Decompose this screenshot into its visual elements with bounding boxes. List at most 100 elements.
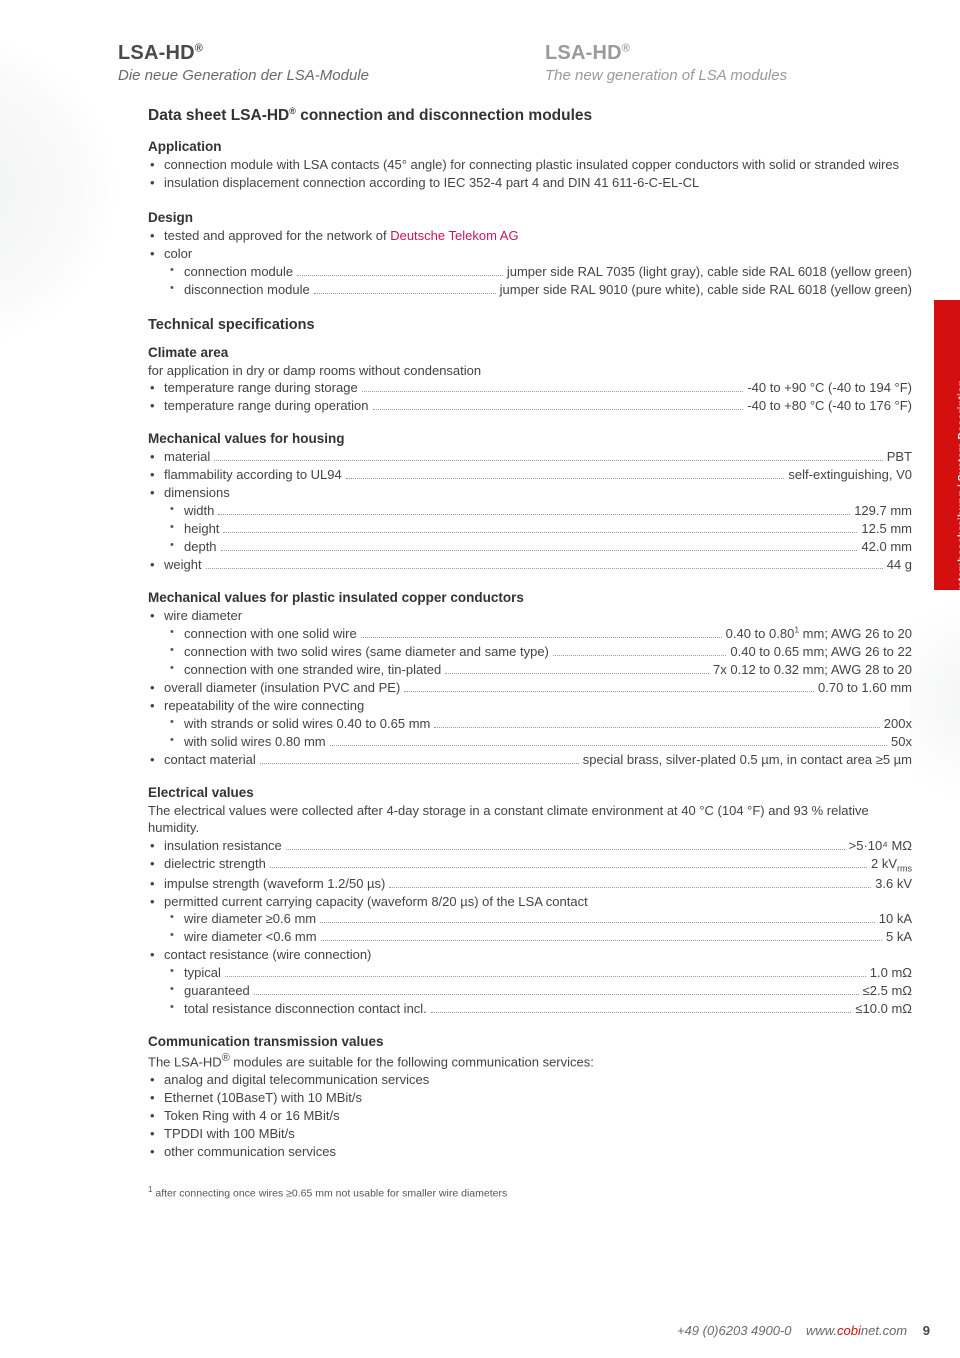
spec-value: 129.7 mm [854, 502, 912, 520]
spec-value: ≤10.0 mΩ [855, 1000, 912, 1018]
overall-label: overall diameter (insulation PVC and PE) [164, 679, 400, 697]
spec-value: 12.5 mm [861, 520, 912, 538]
mech-cond-heading: Mechanical values for plastic insulated … [148, 590, 912, 605]
pcc-row: wire diameter ≥0.6 mm 10 kA [170, 910, 912, 928]
spec-label: temperature range during storage [164, 379, 358, 397]
spec-value: 0.40 to 0.801 mm; AWG 26 to 20 [726, 625, 912, 643]
dielectric-value: 2 kVrms [871, 855, 912, 875]
application-list: connection module with LSA contacts (45°… [148, 156, 912, 192]
design-heading: Design [148, 210, 912, 225]
comm-item: analog and digital telecommunication ser… [148, 1071, 912, 1089]
overall-value: 0.70 to 1.60 mm [818, 679, 912, 697]
spec-value: 50x [891, 733, 912, 751]
comm-item: other communication services [148, 1143, 912, 1161]
tech-spec-heading: Technical specifications [148, 317, 912, 333]
design-color-row: connection modulejumper side RAL 7035 (l… [170, 263, 912, 281]
header-de: LSA-HD® Die neue Generation der LSA-Modu… [118, 42, 485, 84]
climate-intro: for application in dry or damp rooms wit… [148, 362, 912, 380]
design-color-row: disconnection modulejumper side RAL 9010… [170, 281, 912, 299]
weight-value: 44 g [887, 556, 912, 574]
spec-label: wire diameter <0.6 mm [184, 928, 317, 946]
repeatability-label: repeatability of the wire connecting [148, 697, 912, 715]
contact-label: contact material [164, 751, 256, 769]
spec-label: insulation resistance [164, 837, 282, 855]
spec-value: 200x [884, 715, 912, 733]
dielectric-label: dielectric strength [164, 855, 266, 873]
weight-row: weight 44 g [148, 556, 912, 574]
cr-row: typical 1.0 mΩ [170, 964, 912, 982]
comm-heading: Communication transmission values [148, 1034, 912, 1049]
footer-url[interactable]: www.cobinet.com [806, 1323, 907, 1338]
wire-diameter-label: wire diameter [148, 607, 912, 625]
contact-value: special brass, silver-plated 0.5 µm, in … [583, 751, 912, 769]
spec-label: material [164, 448, 210, 466]
comm-item: Token Ring with 4 or 16 MBit/s [148, 1107, 912, 1125]
climate-row: temperature range during storage -40 to +… [148, 379, 912, 397]
spec-value: 42.0 mm [861, 538, 912, 556]
spec-label: typical [184, 964, 221, 982]
mech-housing-heading: Mechanical values for housing [148, 431, 912, 446]
electrical-intro: The electrical values were collected aft… [148, 802, 912, 837]
wire-row: connection with two solid wires (same di… [170, 643, 912, 661]
repeat-row: with solid wires 0.80 mm 50x [170, 733, 912, 751]
dimension-row: depth42.0 mm [170, 538, 912, 556]
spec-value: PBT [887, 448, 912, 466]
pcc-row: wire diameter <0.6 mm 5 kA [170, 928, 912, 946]
spec-value: >5·10⁴ MΩ [849, 837, 912, 855]
spec-value: self-extinguishing, V0 [788, 466, 912, 484]
cr-row: guaranteed ≤2.5 mΩ [170, 982, 912, 1000]
spec-label: temperature range during operation [164, 397, 369, 415]
climate-row: temperature range during operation-40 to… [148, 397, 912, 415]
spec-label: width [184, 502, 214, 520]
cr-row: total resistance disconnection contact i… [170, 1000, 912, 1018]
telekom-link[interactable]: Deutsche Telekom AG [390, 228, 518, 243]
application-item: connection module with LSA contacts (45°… [148, 156, 912, 174]
mech-housing-row: material PBT [148, 448, 912, 466]
impulse-label: impulse strength (waveform 1.2/50 µs) [164, 875, 385, 893]
comm-item: Ethernet (10BaseT) with 10 MBit/s [148, 1089, 912, 1107]
main-title-post: connection and disconnection modules [296, 107, 592, 124]
page-footer: +49 (0)6203 4900-0 www.cobinet.com 9 [677, 1323, 930, 1338]
spec-label: with strands or solid wires 0.40 to 0.65… [184, 715, 430, 733]
comm-intro: The LSA-HD® modules are suitable for the… [148, 1051, 912, 1071]
dimension-row: height 12.5 mm [170, 520, 912, 538]
page-number: 9 [923, 1323, 930, 1338]
weight-label: weight [164, 556, 202, 574]
spec-value: jumper side RAL 7035 (light gray), cable… [507, 263, 912, 281]
design-list: tested and approved for the network of D… [148, 227, 912, 263]
title-en: LSA-HD [545, 42, 622, 64]
impulse-row: impulse strength (waveform 1.2/50 µs) 3.… [148, 875, 912, 893]
spec-label: total resistance disconnection contact i… [184, 1000, 427, 1018]
footer-phone: +49 (0)6203 4900-0 [677, 1323, 792, 1338]
main-title-reg: ® [289, 106, 296, 116]
page-content: LSA-HD® Die neue Generation der LSA-Modu… [0, 0, 960, 1199]
wire-row: connection with one stranded wire, tin-p… [170, 661, 912, 679]
application-item: insulation displacement connection accor… [148, 174, 912, 192]
climate-heading: Climate area [148, 345, 912, 360]
application-heading: Application [148, 139, 912, 154]
header: LSA-HD® Die neue Generation der LSA-Modu… [118, 42, 912, 84]
spec-label: height [184, 520, 219, 538]
reg-de: ® [195, 42, 203, 54]
electrical-row: insulation resistance >5·10⁴ MΩ [148, 837, 912, 855]
comm-list: analog and digital telecommunication ser… [148, 1071, 912, 1161]
spec-label: guaranteed [184, 982, 250, 1000]
design-color: color [148, 245, 912, 263]
electrical-heading: Electrical values [148, 785, 912, 800]
reg-en: ® [622, 42, 630, 54]
subtitle-en: The new generation of LSA modules [545, 67, 912, 84]
dimensions-label: dimensions [148, 484, 912, 502]
overall-diameter-row: overall diameter (insulation PVC and PE)… [148, 679, 912, 697]
spec-value: -40 to +90 °C (-40 to 194 °F) [747, 379, 912, 397]
impulse-value: 3.6 kV [875, 875, 912, 893]
spec-label: connection with two solid wires (same di… [184, 643, 549, 661]
spec-value: 1.0 mΩ [870, 964, 912, 982]
subtitle-de: Die neue Generation der LSA-Module [118, 67, 485, 84]
dielectric-row: dielectric strength 2 kVrms [148, 855, 912, 875]
design-approved: tested and approved for the network of D… [148, 227, 912, 245]
main-title: Data sheet LSA-HD® connection and discon… [148, 106, 912, 125]
cr-label: contact resistance (wire connection) [148, 946, 912, 964]
spec-label: wire diameter ≥0.6 mm [184, 910, 316, 928]
comm-item: TPDDI with 100 MBit/s [148, 1125, 912, 1143]
spec-value: 0.40 to 0.65 mm; AWG 26 to 22 [730, 643, 912, 661]
